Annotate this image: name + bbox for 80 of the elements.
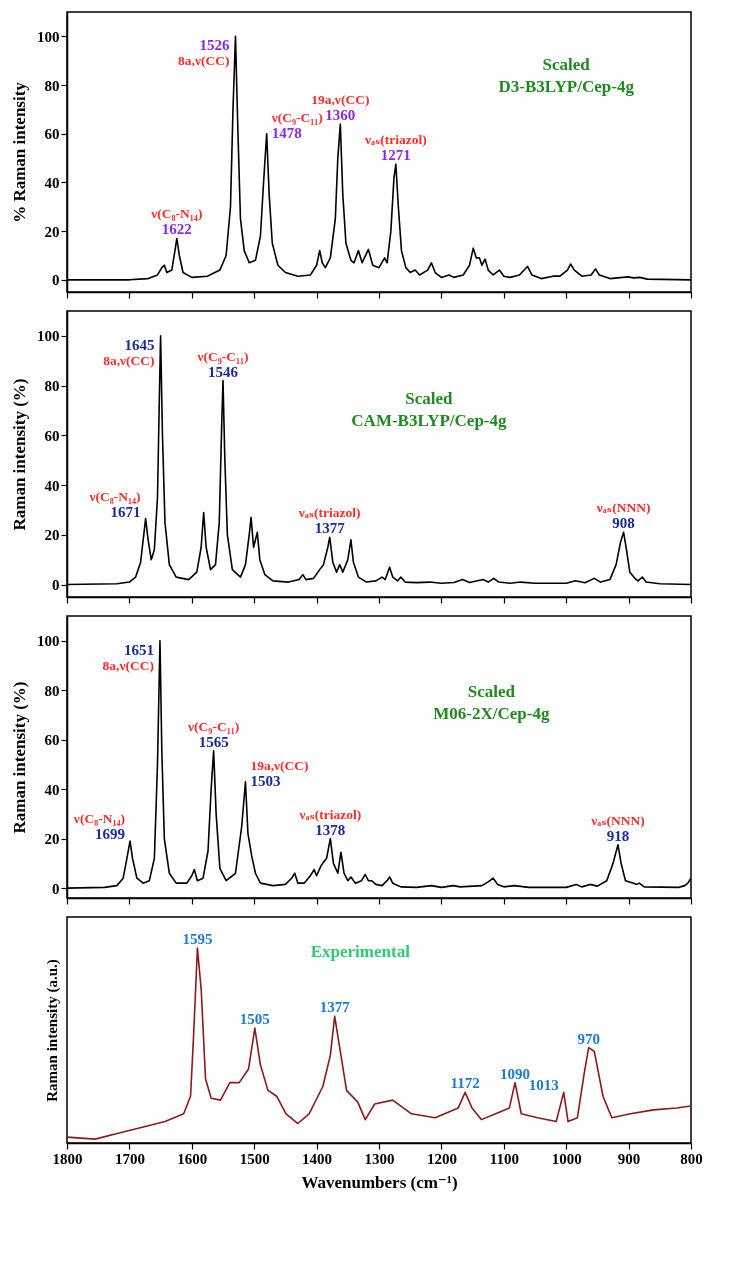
annotation: 908 [612,515,635,532]
annotation: 1505 [239,1011,270,1028]
x-tick-label: 1300 [364,1150,395,1167]
annotation: 1478 [271,124,302,141]
annotation: ν(C₈-N₁₄) [88,488,141,504]
annotation: 8a,ν(CC) [103,352,155,368]
annotation: 1090 [500,1065,531,1082]
annotation: ν(C₈-N₁₄) [150,206,203,222]
annotation: νₐₛ(triazol) [297,505,361,521]
annotation: 1645 [124,336,155,353]
y-tick-label: 40 [44,477,60,494]
y-tick-label: 100 [37,328,60,345]
y-axis-title: Raman intensity (%) [10,378,29,531]
x-tick-label: 1200 [426,1150,457,1167]
annotation: 8a,ν(CC) [178,53,230,69]
y-tick-label: 80 [44,77,60,94]
annotation: Scaled [467,681,516,701]
y-tick-label: 40 [44,174,60,191]
y-tick-label: 80 [44,682,60,699]
x-tick-label: 1100 [489,1150,519,1167]
annotation: 1360 [325,107,356,123]
annotation: ν(C₈-N₁₄) [72,811,126,827]
annotation: ν(C₉-C₁₁) [270,109,323,125]
annotation: νₐₛ(triazol) [298,806,362,822]
annotation: 1172 [450,1075,480,1092]
annotation: 1565 [198,733,229,750]
x-tick-label: 1400 [302,1150,333,1167]
x-tick-label: 1000 [551,1150,582,1167]
y-tick-label: 100 [37,28,60,45]
y-tick-label: 60 [44,126,60,143]
annotation: 918 [606,827,630,844]
y-tick-label: 20 [44,223,60,240]
annotation: 1271 [380,147,411,164]
annotation: νₐₛ(NNN) [590,812,645,828]
annotation: D3-B3LYP/Cep-4g [498,76,635,96]
x-tick-label: 1800 [52,1150,83,1167]
y-axis-title: Raman intensity (a.u.) [43,959,61,1102]
annotation: 1622 [161,221,192,238]
annotation: Scaled [405,389,454,409]
annotation: Experimental [310,942,411,962]
annotation: 1013 [528,1077,559,1094]
y-tick-label: 40 [44,781,60,798]
annotation: 19a,ν(CC) [311,92,370,107]
y-tick-label: 60 [44,732,60,749]
x-tick-label: 1700 [114,1150,145,1167]
y-tick-label: 0 [52,577,60,594]
annotation: 1671 [110,503,141,520]
annotation: 1377 [314,520,346,537]
annotation: 1503 [250,772,281,789]
y-tick-label: 20 [44,527,60,544]
annotation: M06-2X/Cep-4g [433,703,550,723]
x-tick-label: 1500 [239,1150,270,1167]
x-tick-label: 800 [680,1150,703,1167]
annotation: 1651 [123,641,154,658]
annotation: 970 [577,1030,600,1047]
y-tick-label: 0 [52,272,60,289]
y-tick-label: 60 [44,427,60,444]
x-tick-label: 1600 [177,1150,208,1167]
annotation: 19a,ν(CC) [250,757,309,773]
annotation: CAM-B3LYP/Cep-4g [351,411,508,431]
annotation: 8a,ν(CC) [102,657,154,673]
annotation: 1526 [199,37,230,54]
annotation: νₐₛ(NNN) [595,500,651,516]
annotation: 1378 [315,821,346,838]
annotation: Scaled [542,54,591,74]
annotation: 1595 [182,931,213,948]
y-tick-label: 20 [44,831,60,848]
x-axis-title: Wavenumbers (cm⁻¹) [301,1172,458,1192]
y-tick-label: 100 [37,633,60,650]
y-tick-label: 80 [44,378,60,395]
annotation: 1546 [208,363,239,380]
annotation: 1377 [319,999,351,1016]
y-axis-title: % Raman intensity [10,81,29,223]
y-tick-label: 0 [52,880,60,897]
annotation: ν(C₉-C₁₁) [196,348,249,364]
y-axis-title: Raman intensity (%) [10,681,29,834]
x-tick-label: 900 [617,1150,641,1167]
annotation: 1699 [95,826,126,843]
annotation: ν(C₉-C₁₁) [187,718,240,734]
annotation: νₐₛ(triazol) [363,132,427,148]
